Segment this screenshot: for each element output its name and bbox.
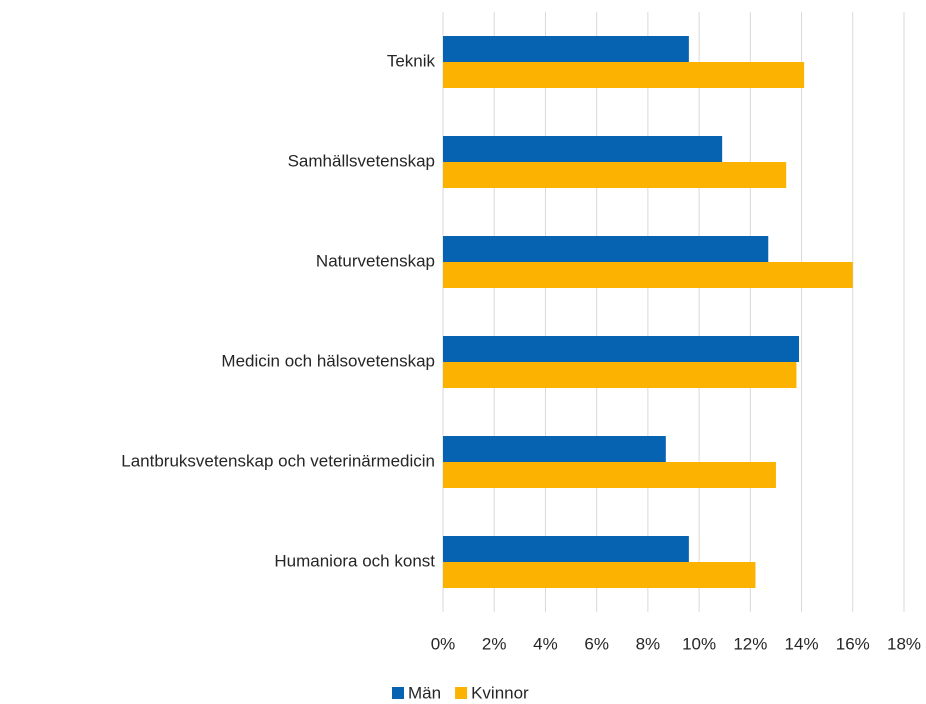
legend-label: Kvinnor	[471, 683, 529, 702]
legend-label: Män	[408, 683, 441, 702]
bar	[443, 536, 689, 562]
x-tick-label: 12%	[733, 634, 767, 653]
legend-swatch	[455, 687, 468, 699]
bar	[443, 62, 805, 88]
y-tick-label: Samhällsvetenskap	[288, 151, 435, 170]
bar	[443, 36, 689, 62]
x-tick-label: 4%	[533, 634, 558, 653]
bar	[443, 136, 723, 162]
legend-swatch	[392, 687, 404, 699]
x-tick-label: 6%	[584, 634, 609, 653]
y-tick-label: Humaniora och konst	[274, 551, 435, 570]
bar	[443, 362, 797, 388]
bar	[443, 162, 787, 188]
y-tick-label: Teknik	[387, 51, 436, 70]
bar	[443, 236, 769, 262]
bar	[443, 462, 776, 488]
x-tick-label: 2%	[482, 634, 507, 653]
x-tick-label: 18%	[887, 634, 921, 653]
x-tick-label: 0%	[431, 634, 456, 653]
x-tick-label: 16%	[836, 634, 870, 653]
bar	[443, 262, 853, 288]
bar	[443, 562, 756, 588]
y-tick-label: Medicin och hälsovetenskap	[221, 351, 435, 370]
bar	[443, 336, 799, 362]
y-tick-label: Naturvetenskap	[316, 251, 435, 270]
bar	[443, 436, 666, 462]
x-tick-label: 8%	[636, 634, 661, 653]
x-tick-label: 14%	[785, 634, 819, 653]
x-tick-label: 10%	[682, 634, 716, 653]
y-tick-label: Lantbruksvetenskap och veterinärmedicin	[121, 451, 435, 470]
